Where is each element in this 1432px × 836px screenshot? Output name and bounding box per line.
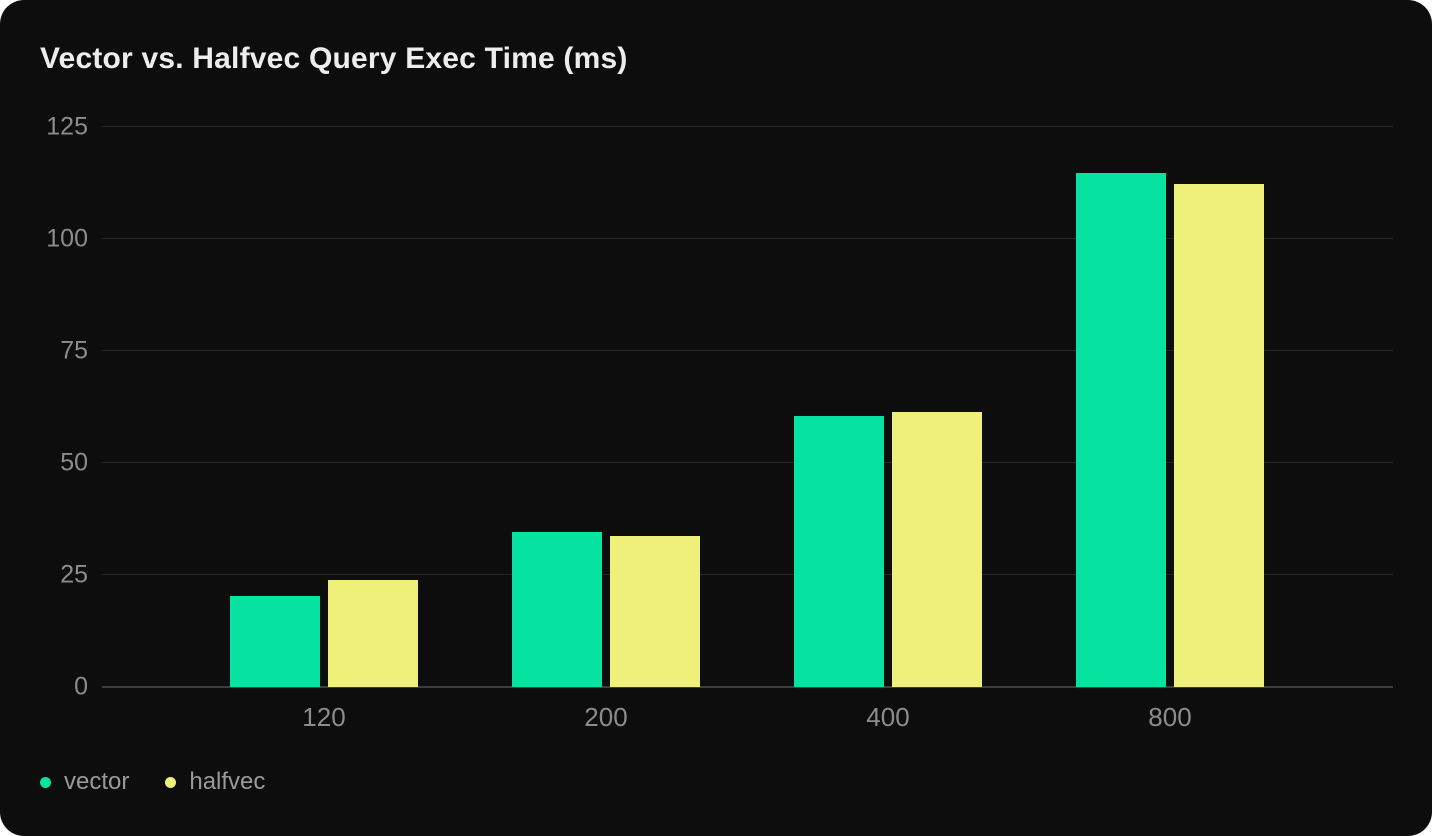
y-tick-label: 125 [46,112,88,141]
y-axis-labels: 0 25 50 75 100 125 [0,114,88,699]
gridline [102,574,1393,575]
legend: vector halfvec [40,768,265,796]
bar-vector-800[interactable] [1076,172,1166,687]
bar-group-800 [1076,127,1264,687]
bar-halfvec-400[interactable] [892,412,982,687]
x-axis-labels: 120 200 400 800 [102,702,1393,738]
bar-halfvec-800[interactable] [1174,184,1264,687]
x-tick-label: 200 [584,702,628,732]
legend-label: halfvec [189,768,266,795]
bar-group-400 [794,127,982,687]
bar-group-200 [512,127,700,687]
bar-vector-200[interactable] [512,532,602,687]
gridline [102,462,1393,463]
plot-area [102,126,1393,688]
bar-halfvec-120[interactable] [328,579,418,687]
x-tick-label: 120 [302,702,346,732]
legend-dot-icon [40,776,51,788]
y-tick-label: 25 [60,560,88,589]
y-tick-label: 75 [60,336,88,365]
legend-item-vector[interactable]: vector [40,768,129,796]
bar-vector-400[interactable] [794,415,884,687]
gridline [102,126,1393,127]
bar-group-120 [230,127,418,687]
y-tick-label: 100 [46,224,88,253]
legend-item-halfvec[interactable]: halfvec [165,768,265,796]
gridline [102,350,1393,351]
gridline [102,238,1393,239]
bar-halfvec-200[interactable] [610,536,700,687]
y-tick-label: 0 [74,672,88,701]
bar-vector-120[interactable] [230,596,320,687]
x-axis-line [102,686,1393,688]
legend-label: vector [64,768,130,795]
x-tick-label: 800 [1148,702,1192,732]
x-tick-label: 400 [866,702,910,732]
chart-title: Vector vs. Halfvec Query Exec Time (ms) [40,42,628,75]
y-tick-label: 50 [60,448,88,477]
legend-dot-icon [165,776,177,788]
